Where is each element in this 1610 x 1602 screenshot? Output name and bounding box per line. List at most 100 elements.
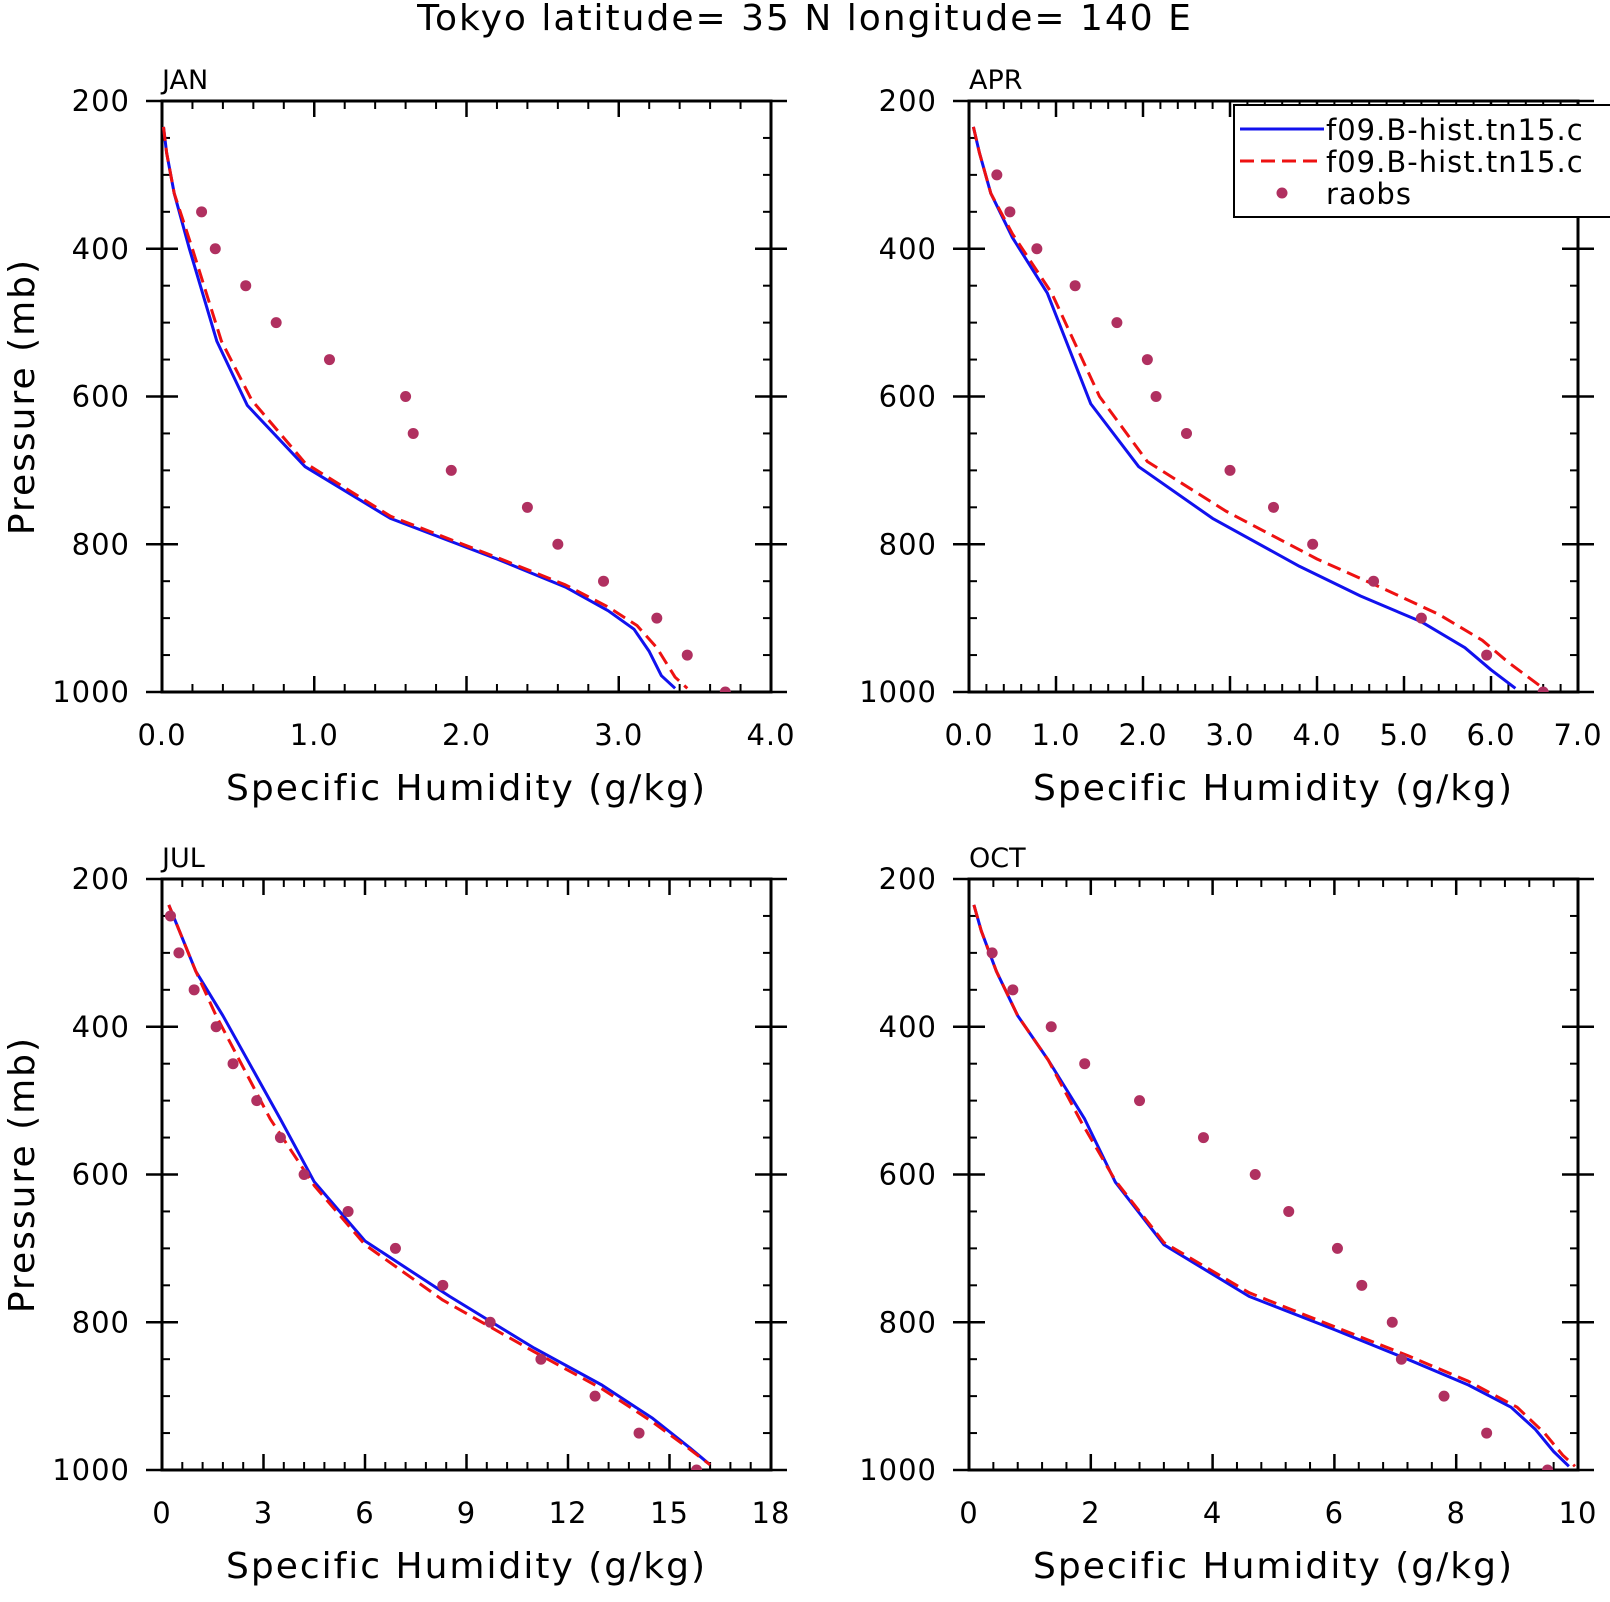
plot-frame — [160, 877, 773, 1472]
raobs-point — [633, 1427, 645, 1439]
raobs-point — [1045, 1021, 1057, 1033]
raobs-point — [1007, 984, 1019, 996]
legend-label: f09.B-hist.tn15.c — [1326, 145, 1584, 179]
raobs-point — [991, 169, 1003, 181]
chart-panel-oct: 0 2 4 6 8 10 200 400 600 800 1000 OCT Specific Humid… — [859, 843, 1596, 1587]
y-tick-label: 600 — [72, 380, 130, 414]
raobs-point — [1224, 464, 1236, 476]
raobs-point — [323, 354, 335, 366]
raobs-point — [1283, 1205, 1295, 1217]
x-tick-label: 2.0 — [1118, 718, 1167, 752]
raobs-point — [227, 1058, 239, 1070]
raobs-point — [445, 464, 457, 476]
y-tick-label: 200 — [879, 84, 937, 118]
x-tick-label: 0 — [959, 1496, 978, 1530]
raobs-point — [298, 1169, 310, 1180]
raobs-point — [1197, 1132, 1209, 1144]
raobs-point — [1079, 1058, 1091, 1070]
x-tick-label: 12 — [549, 1496, 588, 1530]
raobs-point — [1111, 317, 1123, 329]
raobs-point — [240, 280, 252, 292]
x-tick-label: 5.0 — [1379, 718, 1428, 752]
raobs-point — [598, 575, 610, 587]
raobs-point — [407, 427, 419, 439]
y-tick-label: 600 — [879, 1158, 937, 1192]
x-tick-label: 18 — [752, 1496, 791, 1530]
raobs-point — [552, 538, 564, 550]
raobs-point — [1368, 575, 1380, 587]
raobs-point — [1249, 1169, 1261, 1180]
y-tick-label: 800 — [879, 1305, 937, 1339]
x-tick-label: 7.0 — [1553, 718, 1602, 752]
y-tick-label: 400 — [72, 232, 130, 266]
panel-label: APR — [969, 65, 1023, 96]
x-axis-label: Specific Humidity (g/kg) — [1033, 1546, 1514, 1587]
raobs-point — [719, 686, 731, 692]
raobs-point — [1031, 243, 1043, 255]
y-tick-label: 600 — [72, 1158, 130, 1192]
panel-label: OCT — [969, 843, 1026, 874]
legend-label: f09.B-hist.tn15.c — [1326, 113, 1584, 147]
y-tick-label: 400 — [72, 1010, 130, 1044]
y-tick-label: 1000 — [859, 675, 937, 709]
raobs-point — [1542, 1464, 1554, 1470]
chart-panel-apr: 0.0 1.0 2.0 3.0 4.0 5.0 6.0 7.0 200 400 600 800 1000… — [859, 65, 1610, 809]
raobs-point — [209, 243, 221, 255]
x-tick-label: 8 — [1446, 1496, 1465, 1530]
raobs-point — [188, 984, 200, 996]
x-tick-label: 6 — [1325, 1496, 1344, 1530]
legend-label: raobs — [1326, 177, 1412, 211]
raobs-point — [210, 1021, 222, 1033]
raobs-point — [1141, 354, 1153, 366]
x-axis-label: Specific Humidity (g/kg) — [1033, 768, 1514, 809]
model-line-dashed — [167, 904, 712, 1466]
y-tick-label: 1000 — [52, 675, 130, 709]
model-line-solid — [167, 904, 712, 1466]
x-tick-label: 4 — [1203, 1496, 1222, 1530]
raobs-point — [196, 206, 208, 218]
figure-title: Tokyo latitude= 35 N longitude= 140 E — [416, 0, 1193, 39]
raobs-point — [270, 317, 282, 329]
x-tick-label: 3 — [254, 1496, 273, 1530]
x-tick-label: 2.0 — [442, 718, 491, 752]
y-tick-label: 200 — [72, 862, 130, 896]
legend-box — [1233, 104, 1610, 218]
y-tick-label: 1000 — [52, 1453, 130, 1487]
x-tick-label: 3.0 — [1205, 718, 1254, 752]
raobs-point — [342, 1205, 354, 1217]
raobs-point — [1386, 1316, 1398, 1328]
y-tick-label: 800 — [72, 527, 130, 561]
chart-panel-jan: 0.0 1.0 2.0 3.0 4.0 200 400 600 800 1000 JAN Specif… — [2, 65, 795, 809]
y-tick-label: 400 — [879, 1010, 937, 1044]
raobs-point — [1537, 686, 1549, 692]
plot-area — [164, 904, 712, 1470]
x-tick-label: 2 — [1081, 1496, 1100, 1530]
plot-frame — [967, 877, 1580, 1472]
x-tick-label: 3.0 — [594, 718, 643, 752]
y-tick-label: 800 — [879, 527, 937, 561]
raobs-point — [1481, 649, 1493, 661]
raobs-point — [1134, 1095, 1146, 1107]
x-tick-label: 4.0 — [1292, 718, 1341, 752]
x-tick-label: 1.0 — [290, 718, 339, 752]
plot-area — [971, 126, 1549, 692]
raobs-point — [589, 1390, 601, 1402]
panels: 0.0 1.0 2.0 3.0 4.02004006008001000JANSpecif… — [2, 65, 1610, 1587]
raobs-point — [484, 1316, 496, 1328]
x-tick-label: 15 — [650, 1496, 689, 1530]
y-tick-label: 400 — [879, 232, 937, 266]
x-tick-label: 6 — [355, 1496, 374, 1530]
y-tick-label: 1000 — [859, 1453, 937, 1487]
y-axis-label: Pressure (mb) — [2, 258, 43, 535]
raobs-point — [1331, 1242, 1343, 1254]
model-line-dashed — [972, 904, 1577, 1468]
panel-label: JAN — [160, 65, 208, 96]
x-axis-label: Specific Humidity (g/kg) — [226, 1546, 707, 1587]
raobs-point — [437, 1279, 449, 1291]
panel-label: JUL — [160, 843, 205, 874]
model-line-solid — [162, 126, 677, 690]
raobs-point — [1481, 1427, 1493, 1439]
raobs-point — [173, 947, 185, 959]
